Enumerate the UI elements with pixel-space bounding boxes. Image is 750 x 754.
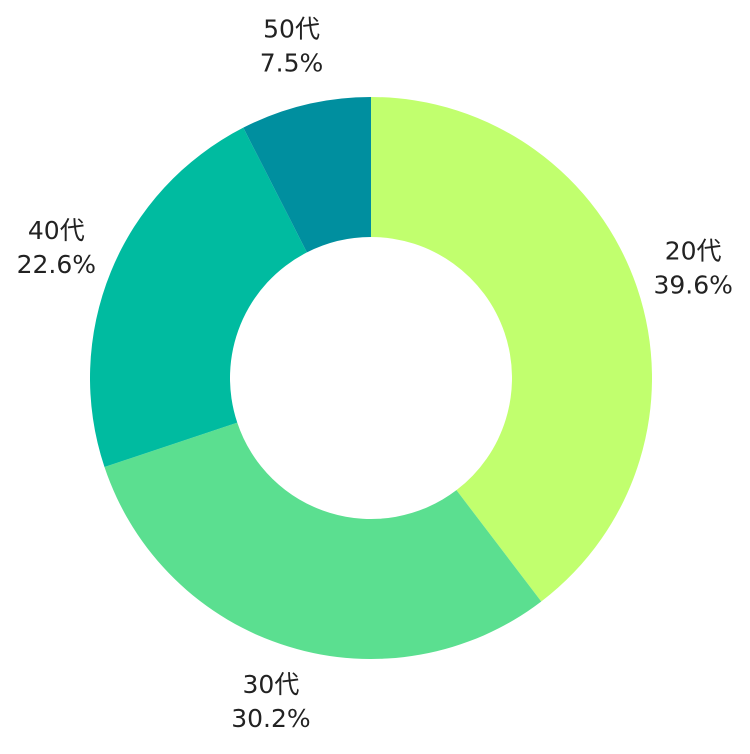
donut-slice — [104, 422, 542, 659]
donut-slice — [89, 127, 307, 468]
slice-category-label: 50代 — [263, 14, 320, 43]
slice-value-label: 7.5% — [260, 48, 324, 77]
slice-category-label: 40代 — [28, 216, 85, 245]
donut-slice — [371, 97, 652, 602]
slice-value-label: 39.6% — [653, 270, 732, 299]
slice-category-label: 30代 — [243, 670, 300, 699]
slice-value-label: 22.6% — [17, 250, 96, 279]
slice-category-label: 20代 — [665, 236, 722, 265]
slice-value-label: 30.2% — [231, 704, 310, 733]
donut-slice — [243, 97, 371, 253]
